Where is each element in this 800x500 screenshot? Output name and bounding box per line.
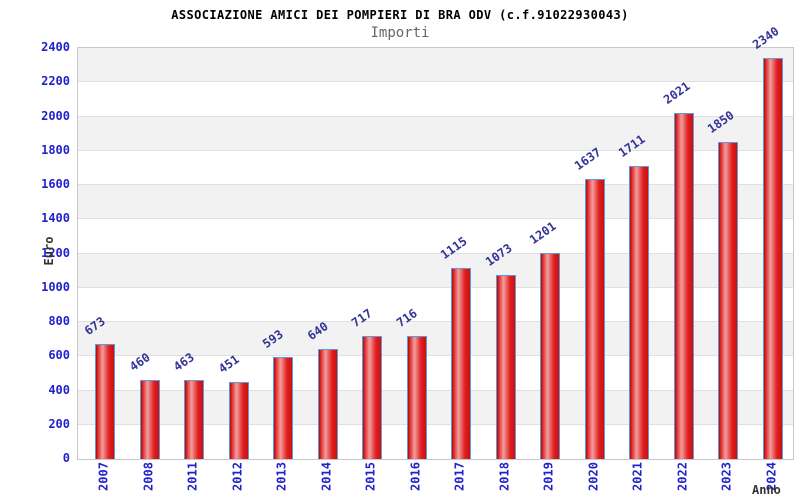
y-tick-label: 0 (62, 451, 70, 465)
gridline (78, 218, 793, 220)
bar-value-label: 2021 (660, 78, 693, 107)
x-tick-label: 2007 (96, 462, 111, 491)
bar-value-label: 593 (259, 327, 286, 352)
x-tick-label: 2013 (274, 462, 289, 491)
bar-2018[interactable] (495, 275, 516, 459)
x-tick-label: 2008 (141, 462, 155, 491)
bar-2024[interactable] (762, 58, 783, 459)
bar-value-label: 1711 (615, 131, 648, 160)
bar-value-label: 640 (304, 319, 331, 344)
y-tick-label: 800 (48, 314, 70, 328)
x-axis-label: Anno (752, 483, 781, 497)
bar-value-label: 1115 (437, 234, 470, 263)
bar-value-label: 463 (170, 349, 197, 374)
bar-2015[interactable] (362, 336, 382, 459)
gridline (78, 81, 793, 83)
bar-2008[interactable] (139, 380, 160, 459)
x-tick-label: 2016 (408, 462, 422, 491)
bar-value-label: 673 (81, 313, 108, 338)
x-tick-label: 2019 (541, 462, 556, 491)
x-tick-label: 2014 (319, 462, 333, 491)
y-tick-label: 2000 (41, 108, 70, 123)
x-tick-label: 2015 (363, 462, 378, 491)
y-tick-label: 600 (48, 348, 70, 363)
bar-value-label: 717 (348, 306, 375, 331)
y-tick-label: 1600 (41, 177, 70, 191)
bar-value-label: 1201 (526, 219, 559, 248)
bar-2019[interactable] (540, 253, 560, 459)
y-tick-label: 1800 (41, 142, 70, 157)
bar-value-label: 1073 (482, 241, 515, 270)
bar-2021[interactable] (629, 166, 649, 459)
y-axis-label: Euro (42, 236, 56, 266)
gridline (78, 423, 793, 425)
x-tick-label: 2017 (452, 462, 467, 491)
bar-2014[interactable] (317, 349, 338, 459)
bar-2016[interactable] (406, 336, 427, 459)
x-tick-label: 2020 (586, 462, 600, 491)
gridline (78, 355, 793, 357)
bar-2022[interactable] (673, 112, 694, 459)
y-tick-label: 2200 (41, 74, 70, 89)
x-tick-label: 2012 (230, 462, 244, 491)
chart-title: ASSOCIAZIONE AMICI DEI POMPIERI DI BRA O… (171, 8, 629, 22)
y-tick-label: 400 (48, 382, 70, 397)
bar-2023[interactable] (718, 142, 738, 459)
x-tick-label: 2011 (185, 462, 200, 491)
bar-value-label: 460 (126, 350, 153, 375)
y-tick-label: 200 (48, 416, 70, 431)
gridline (78, 321, 793, 322)
gridline (78, 286, 793, 288)
gridline (78, 149, 793, 151)
y-tick-label: 1400 (41, 211, 70, 226)
x-tick-label: 2022 (675, 462, 689, 491)
y-tick-label: 1200 (41, 245, 70, 260)
y-tick-label: 1000 (41, 279, 70, 294)
x-tick-label: 2023 (719, 462, 734, 491)
bar-2007[interactable] (95, 343, 115, 459)
x-tick-label: 2021 (630, 462, 645, 491)
bar-2013[interactable] (273, 357, 293, 459)
bar-value-label: 716 (393, 306, 420, 331)
gridline (78, 115, 793, 117)
chart-subtitle: Importi (370, 25, 430, 41)
gridline (78, 389, 793, 391)
bar-2012[interactable] (228, 381, 249, 459)
bar-2020[interactable] (584, 178, 605, 459)
gridline (78, 184, 793, 185)
y-tick-label: 2400 (41, 40, 70, 54)
x-tick-label: 2018 (497, 462, 511, 491)
plot-area: 673 460 463 451 593 640 717 716 1115 1073 1201 1637… (77, 24, 794, 460)
bar-2017[interactable] (451, 268, 471, 459)
bar-2011[interactable] (184, 379, 204, 459)
gridline (78, 252, 793, 254)
bar-value-label: 1850 (704, 108, 737, 137)
